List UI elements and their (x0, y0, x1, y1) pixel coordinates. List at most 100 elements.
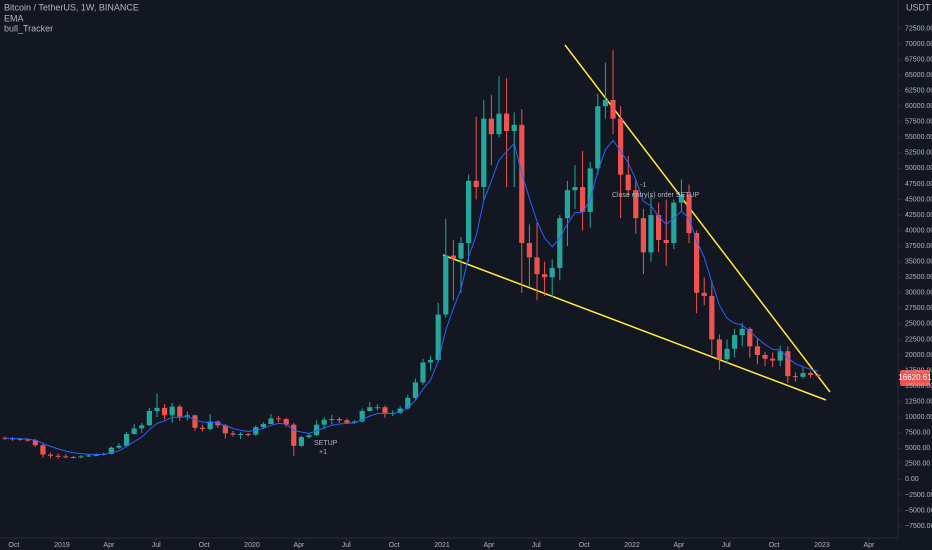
candle-body (298, 437, 304, 446)
candle-body (580, 187, 586, 212)
candle-body (519, 124, 525, 244)
candle-body (199, 427, 206, 430)
candle-body (762, 355, 768, 359)
candle-body (792, 376, 799, 378)
y-tick-label: 5000.00 (905, 445, 930, 452)
y-tick-label: 15000.00 (905, 383, 932, 390)
x-tick-label: Apr (483, 542, 495, 549)
candle-body (55, 455, 61, 457)
candle-body (709, 295, 715, 340)
y-tick-label: 17500.00 (905, 367, 932, 374)
candle-body (481, 118, 487, 188)
y-tick-label: 10000.00 (905, 414, 932, 421)
candle-body (732, 335, 738, 349)
y-tick-label: 60000.00 (905, 103, 932, 110)
candle-body (785, 351, 791, 377)
annotation: -1 (640, 182, 646, 189)
y-tick-label: 72500.00 (905, 25, 932, 32)
x-tick-label: Apr (103, 542, 115, 549)
candle-body (367, 407, 373, 411)
candle-body (678, 194, 685, 203)
y-tick-label: −5000.00 (905, 507, 932, 514)
y-tick-label: 57500.00 (905, 119, 932, 126)
candle-body (602, 99, 609, 107)
y-tick-label: 27500.00 (905, 305, 932, 312)
candle-body (496, 113, 502, 135)
candle-body (526, 243, 532, 258)
y-tick-label: 2500.00 (905, 461, 930, 468)
candle-body (412, 382, 418, 398)
y-tick-label: 25000.00 (905, 321, 932, 328)
candle-body (747, 328, 753, 347)
candle-body (283, 419, 289, 425)
candle-body (260, 424, 266, 428)
y-tick-label: 47500.00 (905, 181, 932, 188)
candle-body (686, 194, 692, 234)
candle-body (572, 187, 578, 191)
candle-body (146, 410, 152, 426)
candle-body (435, 314, 441, 360)
candle-body (618, 118, 624, 175)
y-tick-label: −2500.00 (905, 492, 932, 499)
candle-body (503, 113, 510, 132)
x-tick-label: 2021 (434, 542, 450, 549)
candle-body (207, 421, 213, 430)
candle-body (701, 292, 707, 296)
x-tick-label: Apr (673, 542, 685, 549)
legend-ema: EMA (4, 13, 24, 23)
x-tick-label: Apr (293, 542, 305, 549)
candle-body (344, 420, 350, 423)
x-tick-label: Oct (389, 542, 400, 549)
candle-body (275, 418, 282, 420)
candle-body (739, 328, 745, 336)
y-tick-label: 12500.00 (905, 398, 932, 405)
candle-body (610, 99, 616, 119)
candle-body (253, 427, 259, 435)
candle-body (633, 190, 639, 219)
candle-body (557, 218, 563, 268)
candle-body (321, 419, 327, 425)
candle-body (716, 339, 723, 360)
candle-body (443, 255, 449, 315)
candle-body (93, 454, 99, 456)
trendline-lower (442, 254, 827, 401)
candle-body (169, 406, 175, 416)
x-tick-label: 2022 (624, 542, 640, 549)
candle-body (473, 180, 479, 188)
candle-body (63, 456, 69, 458)
y-tick-label: 65000.00 (905, 72, 932, 79)
candle-body (17, 438, 23, 440)
candle-body (648, 215, 654, 253)
candle-body (420, 362, 426, 383)
candle-body (808, 373, 814, 375)
y-tick-label: −7500.00 (905, 523, 932, 530)
y-tick-label: 42500.00 (905, 212, 932, 219)
candle-body (595, 106, 601, 169)
candle-body (374, 407, 380, 409)
candle-body (154, 407, 160, 411)
annotation: Close entry(s) order SETUP (612, 192, 699, 199)
candle-body (800, 373, 806, 377)
candle-body (770, 358, 776, 361)
y-tick-label: 50000.00 (905, 165, 932, 172)
y-tick-label: 37500.00 (905, 243, 932, 250)
candle-body (78, 456, 84, 458)
candle-body (465, 180, 472, 244)
candle-body (245, 433, 251, 435)
candle-body (458, 243, 464, 259)
y-unit: USDT (906, 2, 931, 12)
x-tick-label: 2023 (814, 542, 830, 549)
candle-body (313, 424, 320, 436)
candle-body (123, 433, 130, 446)
y-tick-label: 7500.00 (905, 430, 930, 437)
chart-title: Bitcoin / TetherUS, 1W, BINANCE (4, 2, 139, 12)
candle-body (139, 425, 145, 429)
y-tick-label: 67500.00 (905, 56, 932, 63)
annotation: SETUP (314, 440, 338, 447)
candle-body (724, 348, 730, 360)
candle-body (40, 445, 46, 455)
y-tick-label: 45000.00 (905, 196, 932, 203)
candle-body (427, 359, 434, 363)
candle-body (656, 215, 662, 240)
